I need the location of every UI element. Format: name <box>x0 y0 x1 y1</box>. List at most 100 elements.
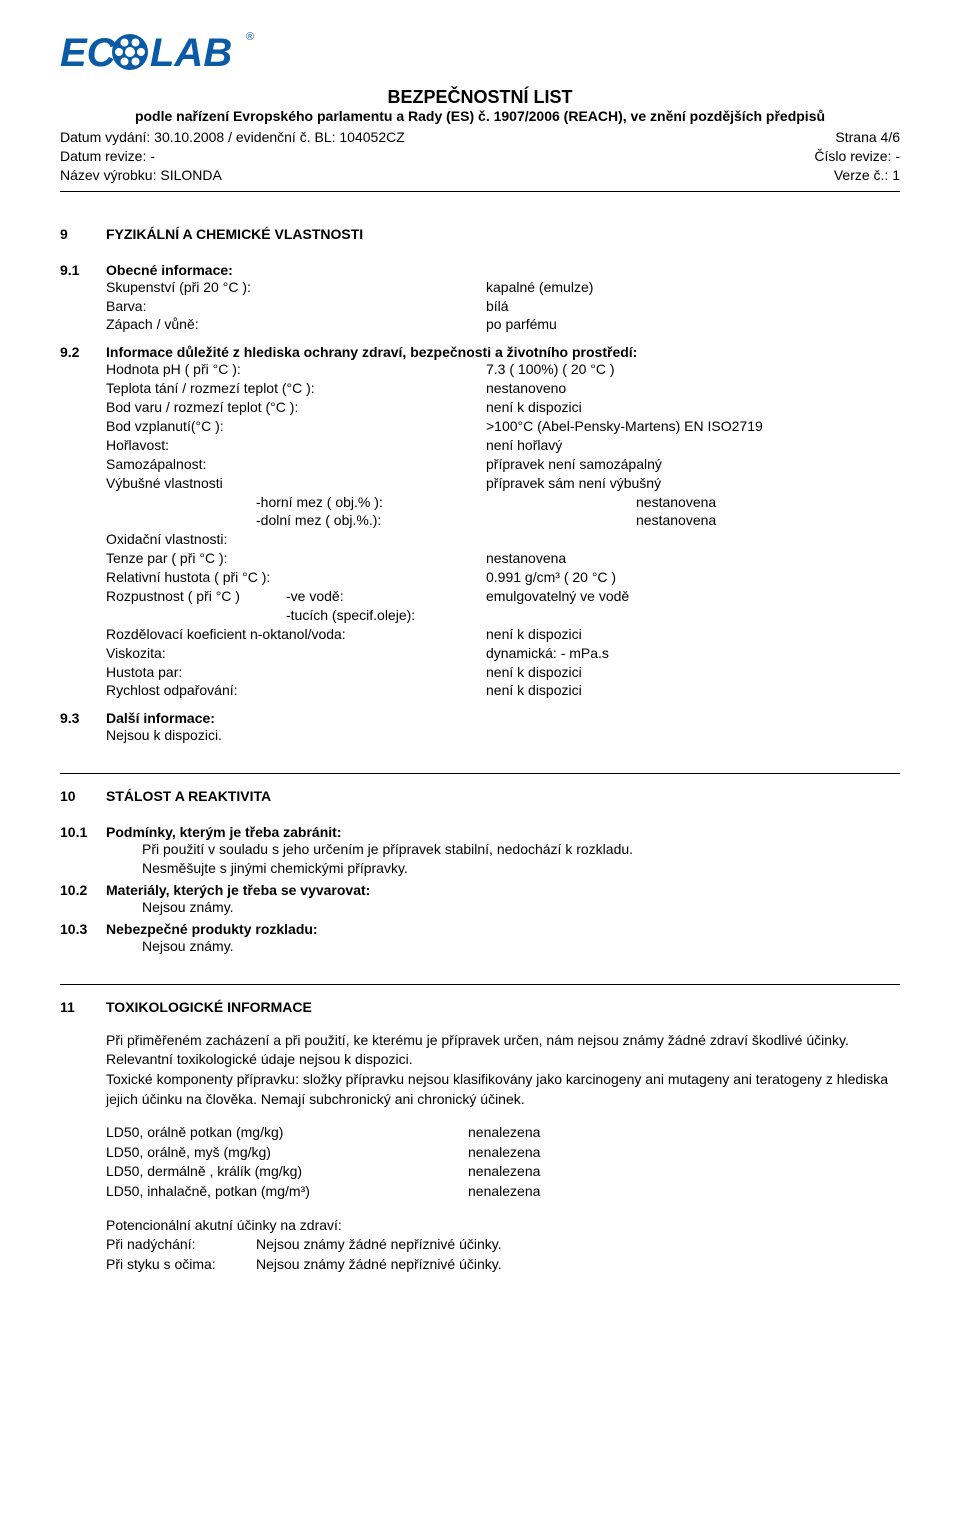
kv-label: Barva: <box>106 297 486 316</box>
kv-row: Bod vzplanutí(°C ):>100°C (Abel-Pensky-M… <box>106 417 900 436</box>
meta-row-1: Datum vydání: 30.10.2008 / evidenční č. … <box>60 128 900 147</box>
ld-label: LD50, inhalačně, potkan (mg/m³) <box>106 1182 468 1202</box>
section-9-head: 9 FYZIKÁLNÍ A CHEMICKÉ VLASTNOSTI <box>60 226 900 242</box>
page: EC LAB ® BEZPEČNOSTNÍ LIST podle nařízen… <box>0 0 960 1314</box>
kv-value: 0.991 g/cm³ ( 20 °C ) <box>486 568 900 587</box>
ld-label: LD50, orálně, myš (mg/kg) <box>106 1143 468 1163</box>
section-11-num: 11 <box>60 999 106 1015</box>
divider-top <box>60 191 900 192</box>
sub-91-num: 9.1 <box>60 262 106 278</box>
kv-sub-value: nestanovena <box>636 493 900 512</box>
kv-row: Skupenství (při 20 °C ):kapalné (emulze) <box>106 278 900 297</box>
ld-row: LD50, orálně potkan (mg/kg)nenalezena <box>106 1123 900 1143</box>
sub-103-num: 10.3 <box>60 921 106 937</box>
divider <box>60 773 900 774</box>
section-11-title: TOXIKOLOGICKÉ INFORMACE <box>106 999 312 1015</box>
kv-label: Oxidační vlastnosti: <box>106 530 486 549</box>
kv-value: není k dispozici <box>486 398 900 417</box>
ld-label: LD50, dermálně , králík (mg/kg) <box>106 1162 468 1182</box>
kv-value: není k dispozici <box>486 625 900 644</box>
meta-revision: Datum revize: - <box>60 147 155 166</box>
rozp-label-a: Rozpustnost ( při °C ) <box>106 587 286 606</box>
effect-value: Nejsou známy žádné nepříznivé účinky. <box>256 1235 900 1255</box>
sub-92-num: 9.2 <box>60 344 106 360</box>
effect-label: Při styku s očima: <box>106 1255 256 1275</box>
kv-label: Rychlost odpařování: <box>106 681 486 700</box>
sub-93-text: Nejsou k dispozici. <box>106 726 900 745</box>
sub-92-title: Informace důležité z hlediska ochrany zd… <box>106 344 637 360</box>
kv-label: Viskozita: <box>106 644 486 663</box>
section-10-num: 10 <box>60 788 106 804</box>
ld-value: nenalezena <box>468 1182 900 1202</box>
kv-value: >100°C (Abel-Pensky-Martens) EN ISO2719 <box>486 417 900 436</box>
kv-label: Hořlavost: <box>106 436 486 455</box>
ld-row: LD50, dermálně , králík (mg/kg)nenalezen… <box>106 1162 900 1182</box>
sub-101-head: 10.1 Podmínky, kterým je třeba zabránit: <box>60 824 900 840</box>
kv-sub-label: -dolní mez ( obj.%.): <box>106 511 636 530</box>
kv-row: Samozápalnost:přípravek není samozápalný <box>106 455 900 474</box>
meta-issue: Datum vydání: 30.10.2008 / evidenční č. … <box>60 128 405 147</box>
ld-value: nenalezena <box>468 1123 900 1143</box>
kv-sub-value: nestanovena <box>636 511 900 530</box>
sub-103-head: 10.3 Nebezpečné produkty rozkladu: <box>60 921 900 937</box>
svg-text:®: ® <box>246 31 254 43</box>
kv-label: Bod varu / rozmezí teplot (°C ): <box>106 398 486 417</box>
sub-101-line1: Při použití v souladu s jeho určením je … <box>142 840 900 859</box>
kv-row: Tenze par ( při °C ):nestanovena <box>106 549 900 568</box>
section-9-title: FYZIKÁLNÍ A CHEMICKÉ VLASTNOSTI <box>106 226 363 242</box>
s11-p2: Toxické komponenty přípravku: složky pří… <box>106 1070 900 1109</box>
kv-value: přípravek není samozápalný <box>486 455 900 474</box>
rozp-label-b: -ve vodě: <box>286 587 344 606</box>
kv-sub-row: -dolní mez ( obj.%.):nestanovena <box>106 511 900 530</box>
sub-91-head: 9.1 Obecné informace: <box>60 262 900 278</box>
kv-row: Hodnota pH ( při °C ):7.3 ( 100%) ( 20 °… <box>106 360 900 379</box>
kv-label: Relativní hustota ( při °C ): <box>106 568 486 587</box>
meta-row-2: Datum revize: - Číslo revize: - <box>60 147 900 166</box>
ld-value: nenalezena <box>468 1143 900 1163</box>
section-11-head: 11 TOXIKOLOGICKÉ INFORMACE <box>60 999 900 1015</box>
effect-label: Při nadýchání: <box>106 1235 256 1255</box>
kv-row-rozp: Rozpustnost ( při °C ) -ve vodě: emulgov… <box>106 587 900 606</box>
kv-row: Hustota par:není k dispozici <box>106 663 900 682</box>
kv-value: není k dispozici <box>486 663 900 682</box>
kv-value: kapalné (emulze) <box>486 278 900 297</box>
kv-value <box>486 530 900 549</box>
svg-text:LAB: LAB <box>150 31 232 75</box>
sub-102-title: Materiály, kterých je třeba se vyvarovat… <box>106 882 370 898</box>
kv-label: Samozápalnost: <box>106 455 486 474</box>
kv-row: Rychlost odpařování:není k dispozici <box>106 681 900 700</box>
meta-revno: Číslo revize: - <box>814 147 900 166</box>
kv-row: Oxidační vlastnosti: <box>106 530 900 549</box>
kv-label: Hodnota pH ( při °C ): <box>106 360 486 379</box>
sub-103-text: Nejsou známy. <box>106 937 900 956</box>
kv-value: bílá <box>486 297 900 316</box>
sub-101-num: 10.1 <box>60 824 106 840</box>
meta-row-3: Název výrobku: SILONDA Verze č.: 1 <box>60 166 900 185</box>
kv-value: emulgovatelný ve vodě <box>486 587 900 606</box>
section-9-num: 9 <box>60 226 106 242</box>
effect-row: Při styku s očima:Nejsou známy žádné nep… <box>106 1255 900 1275</box>
s11-p1: Při přiměřeném zacházení a při použití, … <box>106 1031 900 1070</box>
logo-text-icon: EC <box>60 31 117 75</box>
meta-product: Název výrobku: SILONDA <box>60 166 222 185</box>
ld-row: LD50, inhalačně, potkan (mg/m³)nenalezen… <box>106 1182 900 1202</box>
kv-row: Zápach / vůně:po parfému <box>106 315 900 334</box>
kv-row: Viskozita:dynamická: - mPa.s <box>106 644 900 663</box>
kv-row: Teplota tání / rozmezí teplot (°C ):nest… <box>106 379 900 398</box>
kv-value: po parfému <box>486 315 900 334</box>
sub-92-head: 9.2 Informace důležité z hlediska ochran… <box>60 344 900 360</box>
kv-label: Skupenství (při 20 °C ): <box>106 278 486 297</box>
kv-value: není hořlavý <box>486 436 900 455</box>
sub-93-head: 9.3 Další informace: <box>60 710 900 726</box>
kv-label: Teplota tání / rozmezí teplot (°C ): <box>106 379 486 398</box>
kv-row: Relativní hustota ( při °C ):0.991 g/cm³… <box>106 568 900 587</box>
meta-version: Verze č.: 1 <box>834 166 900 185</box>
kv-value: 7.3 ( 100%) ( 20 °C ) <box>486 360 900 379</box>
kv-value: není k dispozici <box>486 681 900 700</box>
sub-102-head: 10.2 Materiály, kterých je třeba se vyva… <box>60 882 900 898</box>
kv-row: Bod varu / rozmezí teplot (°C ):není k d… <box>106 398 900 417</box>
kv-row: Hořlavost:není hořlavý <box>106 436 900 455</box>
sub-93-num: 9.3 <box>60 710 106 726</box>
kv-label: Tenze par ( při °C ): <box>106 549 486 568</box>
kv-value: dynamická: - mPa.s <box>486 644 900 663</box>
